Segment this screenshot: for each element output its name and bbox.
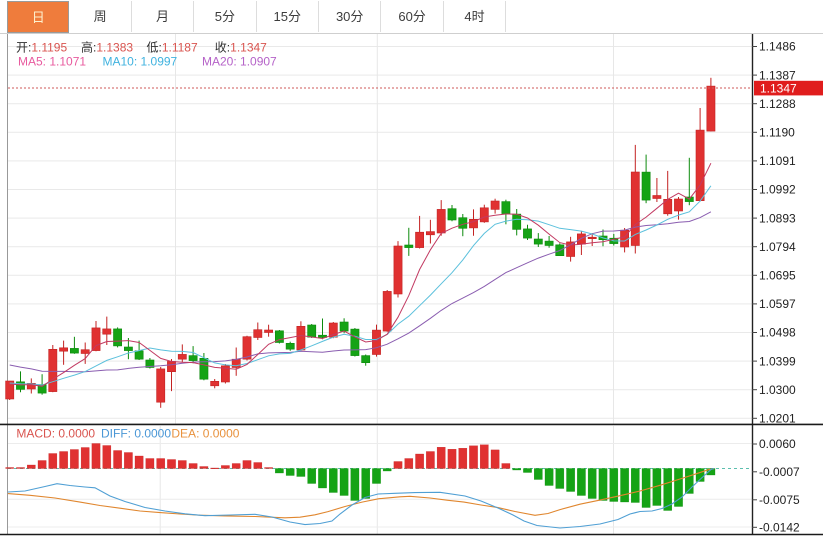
svg-text:1.1190: 1.1190 xyxy=(759,126,795,140)
svg-text:1.0893: 1.0893 xyxy=(759,211,796,225)
svg-text:-0.0007: -0.0007 xyxy=(759,465,800,479)
svg-text:DEA: 0.0000: DEA: 0.0000 xyxy=(171,427,239,441)
svg-text:1.0399: 1.0399 xyxy=(759,354,796,368)
svg-text:-0.0075: -0.0075 xyxy=(759,493,800,507)
svg-text:收:1.1347: 收:1.1347 xyxy=(215,41,267,55)
svg-text:MA20: 1.0907: MA20: 1.0907 xyxy=(202,55,277,69)
svg-text:1.1486: 1.1486 xyxy=(759,40,796,54)
svg-text:开:1.1195: 开:1.1195 xyxy=(16,41,67,55)
svg-text:1.1288: 1.1288 xyxy=(759,97,796,111)
svg-text:-0.0142: -0.0142 xyxy=(759,520,800,534)
svg-text:高:1.1383: 高:1.1383 xyxy=(81,40,133,55)
svg-text:1.0794: 1.0794 xyxy=(759,240,796,254)
svg-text:1.0992: 1.0992 xyxy=(759,183,796,197)
svg-text:1.0498: 1.0498 xyxy=(759,326,796,340)
svg-text:低:1.1187: 低:1.1187 xyxy=(147,41,198,55)
svg-text:1.1387: 1.1387 xyxy=(759,68,796,82)
svg-text:1.1347: 1.1347 xyxy=(760,81,797,95)
svg-text:1.0201: 1.0201 xyxy=(759,412,796,426)
svg-text:1.0695: 1.0695 xyxy=(759,269,796,283)
svg-text:MA5: 1.1071: MA5: 1.1071 xyxy=(18,55,86,69)
svg-text:MA10: 1.0997: MA10: 1.0997 xyxy=(103,55,178,69)
svg-text:1.1091: 1.1091 xyxy=(759,154,796,168)
svg-text:DIFF: 0.0000: DIFF: 0.0000 xyxy=(101,427,171,441)
svg-text:1.0300: 1.0300 xyxy=(759,383,796,397)
svg-text:MACD: 0.0000: MACD: 0.0000 xyxy=(16,427,95,441)
svg-text:0.0060: 0.0060 xyxy=(759,437,796,451)
svg-text:1.0597: 1.0597 xyxy=(759,297,796,311)
